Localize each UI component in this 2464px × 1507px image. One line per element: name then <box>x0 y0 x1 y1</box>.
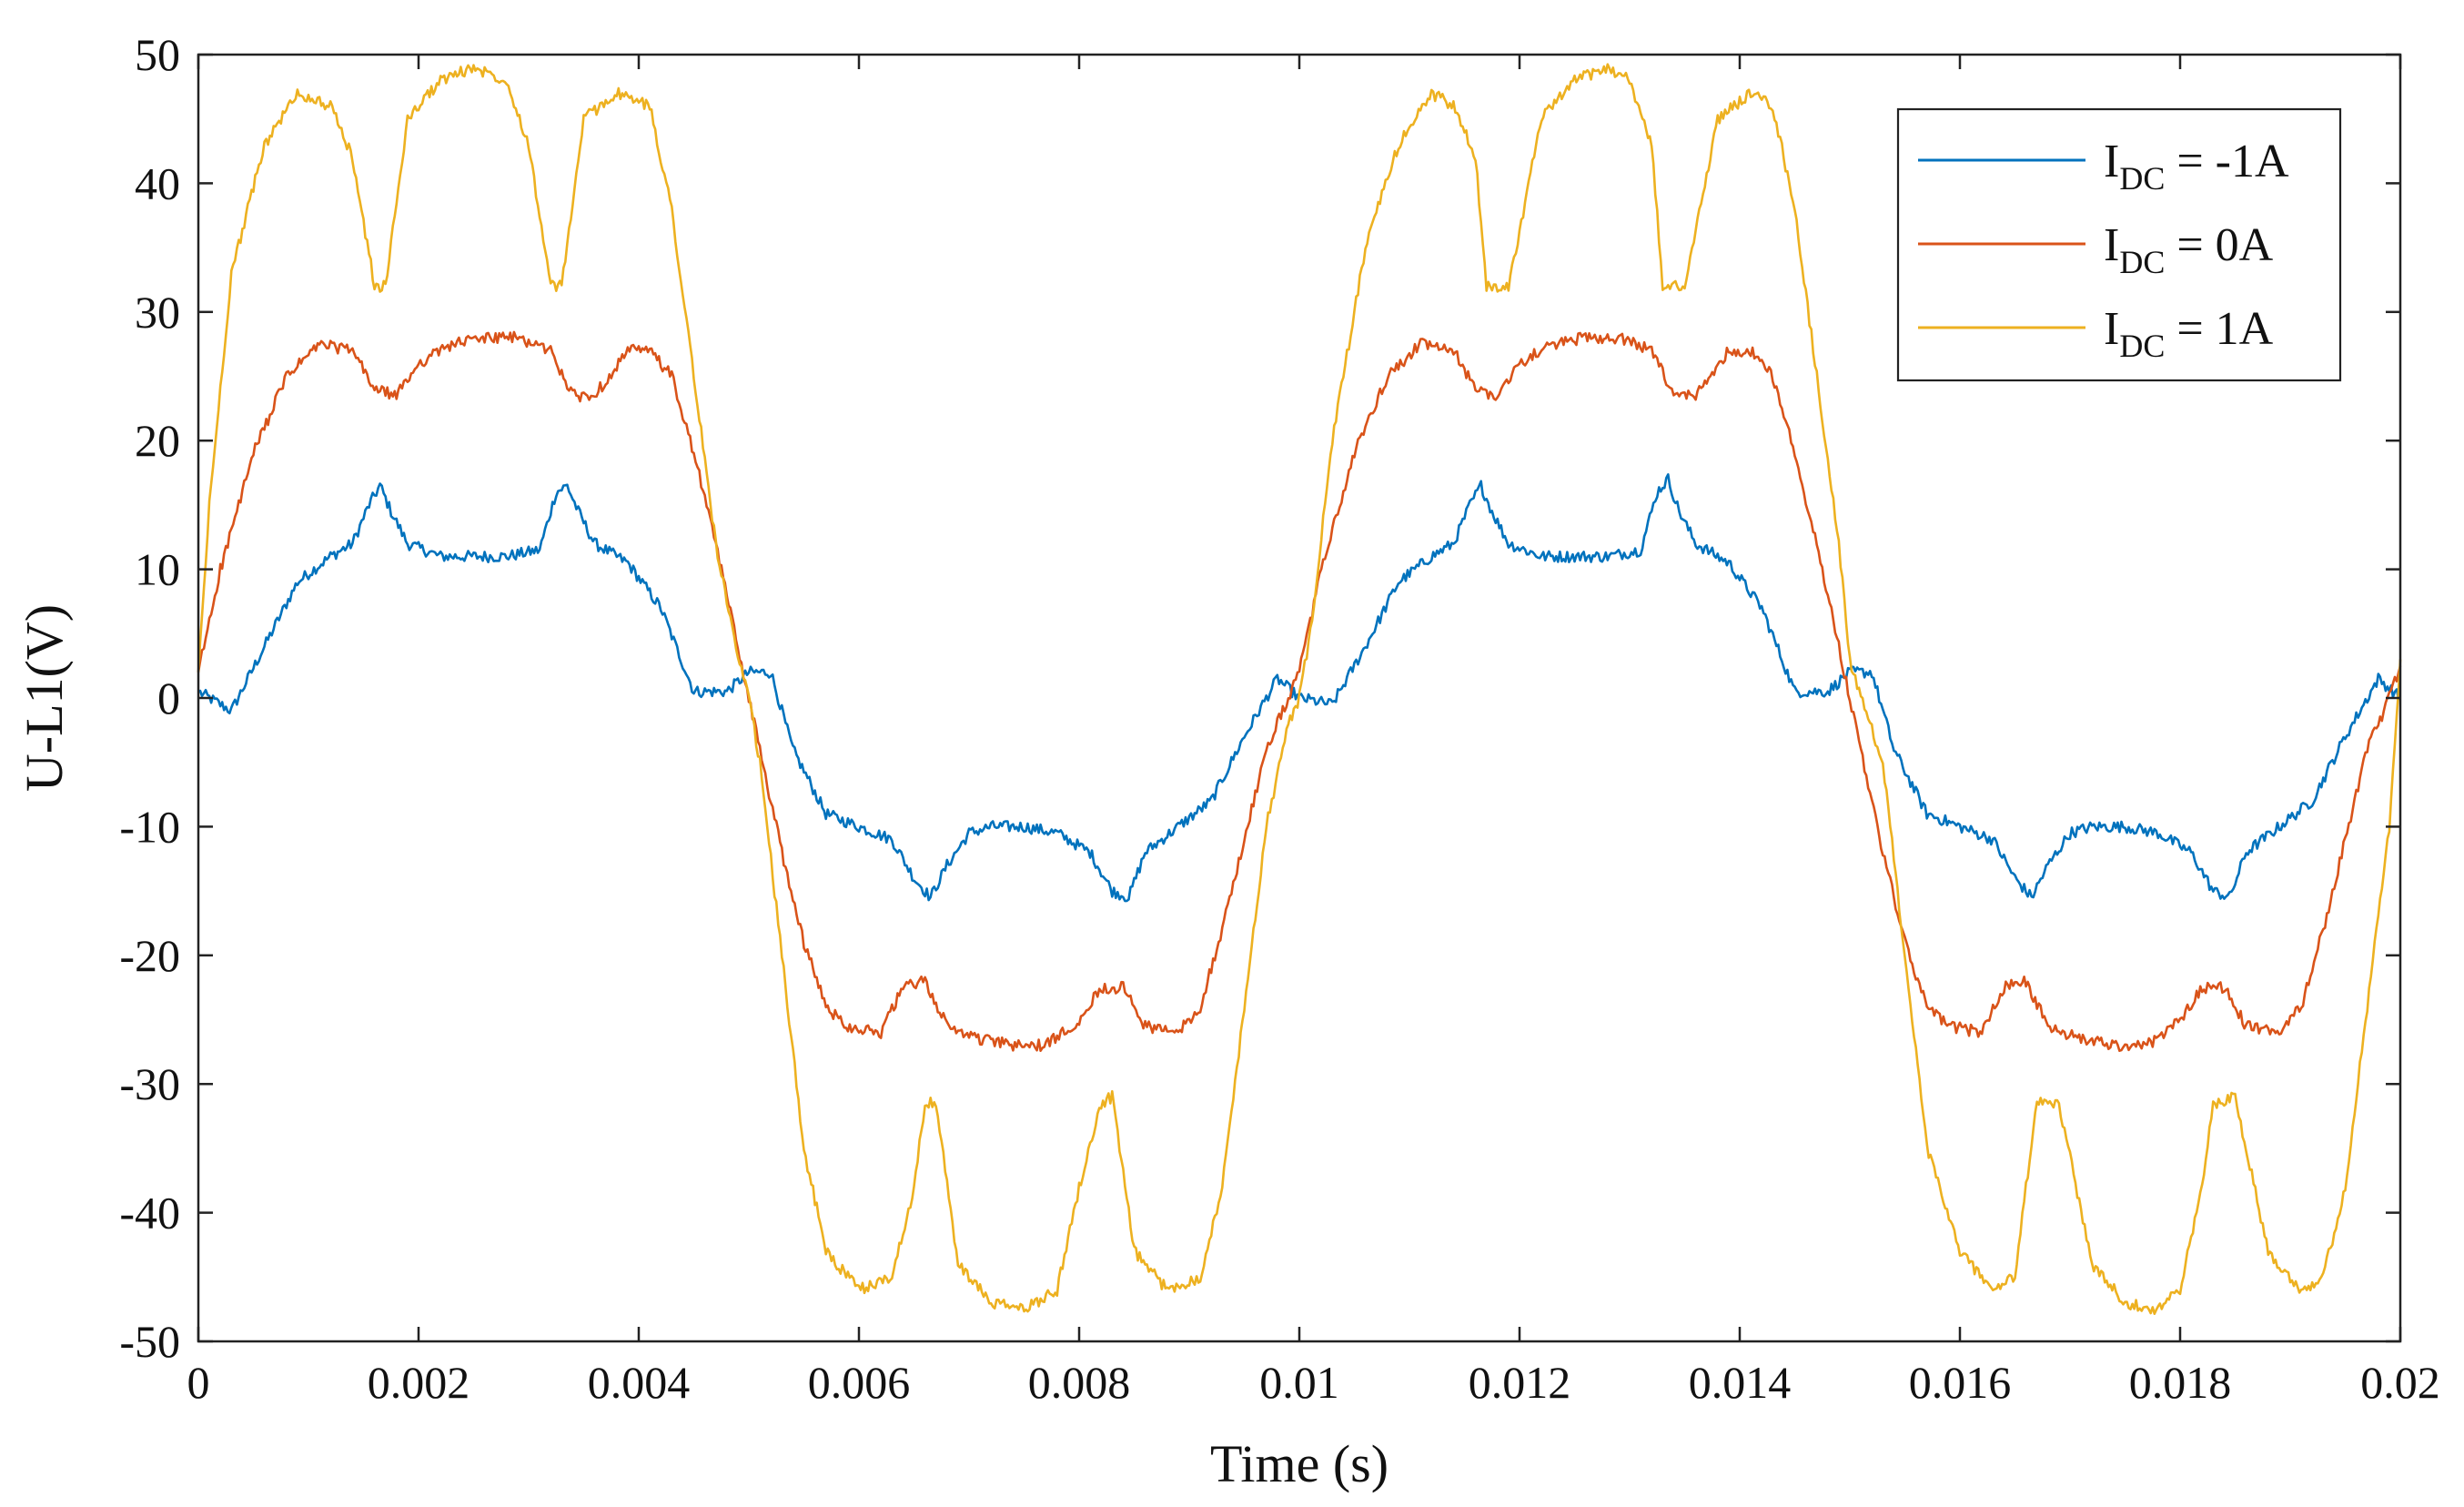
y-tick-label: 0 <box>157 673 180 723</box>
series-group <box>197 63 2402 1315</box>
x-tick-label: 0.01 <box>1259 1357 1339 1408</box>
y-tick-label: 30 <box>135 287 180 338</box>
y-tick-label: 40 <box>135 157 180 208</box>
y-tick-label: 20 <box>135 415 180 466</box>
tick-label-group: 0 0.002 0.004 0.006 0.008 0.01 0.012 0.014 0.016… <box>119 29 2439 1408</box>
series-line-3 <box>197 63 2402 1315</box>
y-tick-label: 50 <box>135 29 180 80</box>
x-tick-label: 0.008 <box>1028 1357 1131 1408</box>
x-tick-label: 0.018 <box>2129 1357 2232 1408</box>
y-tick-label: -40 <box>119 1188 180 1239</box>
y-tick-label: -20 <box>119 930 180 981</box>
x-tick-label: 0.002 <box>368 1357 470 1408</box>
x-tick-label: 0.02 <box>2360 1357 2440 1408</box>
x-tick-label: 0 <box>187 1357 210 1408</box>
legend-label: IDC = 1A <box>2104 303 2274 364</box>
y-tick-label: 10 <box>135 544 180 595</box>
series-line-2 <box>197 330 2402 1052</box>
x-tick-label: 0.016 <box>1909 1357 2012 1408</box>
legend-label: IDC = 0A <box>2104 219 2274 280</box>
y-tick-label: -10 <box>119 801 180 852</box>
y-tick-label: -30 <box>119 1058 180 1109</box>
x-tick-label: 0.014 <box>1689 1357 1792 1408</box>
legend-label: IDC = -1A <box>2104 136 2289 197</box>
legend: IDC = -1A IDC = 0A IDC = 1A <box>1896 107 2342 382</box>
y-tick-label: -50 <box>119 1316 180 1367</box>
x-axis-title: Time (s) <box>1210 1434 1389 1493</box>
x-tick-label: 0.006 <box>808 1357 911 1408</box>
y-axis-title: U-L1(V) <box>15 604 74 792</box>
tick-group <box>197 53 2402 1343</box>
x-tick-label: 0.004 <box>588 1357 691 1408</box>
x-tick-label: 0.012 <box>1469 1357 1571 1408</box>
